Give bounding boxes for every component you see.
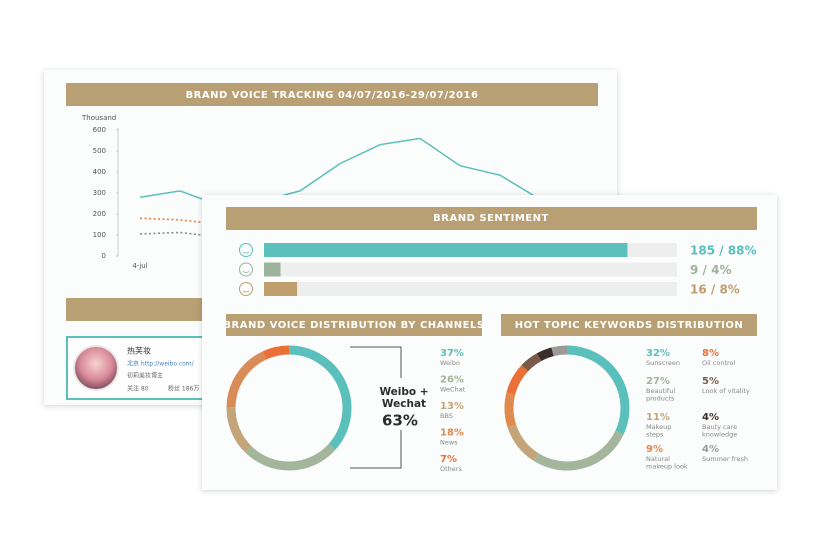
donut-segment [262, 345, 290, 360]
legend-name: WeChat [440, 386, 466, 394]
bar [264, 282, 298, 296]
panel [202, 195, 777, 490]
sentiment-title: BRAND SENTIMENT [433, 213, 549, 224]
donut-segment [566, 345, 630, 435]
legend-value: 7% [440, 454, 457, 465]
unit-label: Thousand [81, 114, 116, 122]
legend-value: 18% [440, 428, 464, 439]
y-tick-label: 100 [93, 231, 106, 239]
y-tick-label: 600 [93, 126, 106, 134]
keywords-title: HOT TOPIC KEYWORDS DISTRIBUTION [515, 320, 744, 331]
donut-segment [288, 345, 352, 450]
bar [264, 243, 628, 257]
legend-value: 37% [440, 348, 464, 359]
center-value: 63% [382, 412, 418, 430]
bar-label: 16 / 8% [690, 283, 740, 297]
donut-segment [521, 353, 542, 372]
legend-name: Oil control [702, 359, 736, 367]
header-bar [66, 83, 598, 106]
legend-value: 26% [440, 375, 464, 386]
sentiment-icon [239, 262, 253, 277]
sentiment-face [242, 271, 250, 273]
donut-segment [533, 430, 624, 471]
legend-value: 9% [646, 444, 663, 455]
front-panel: BRAND SENTIMENT BRAND VOICE DISTRIBUTION… [202, 195, 777, 490]
legend-name: Weibo [440, 359, 460, 367]
y-tick-label: 0 [102, 252, 106, 260]
tracking-title: BRAND VOICE TRACKING 04/07/2016-29/07/20… [186, 90, 479, 101]
legend-name: Natural [646, 455, 670, 463]
legend-name: Bauty care [702, 423, 737, 431]
donut-segment [226, 406, 252, 453]
legend-value: 4% [702, 444, 719, 455]
center-line: Wechat [382, 398, 426, 410]
legend-value: 8% [702, 348, 719, 359]
legend-value: 4% [702, 412, 719, 423]
donut-segment [245, 443, 336, 471]
legend-name: Look of vitality [702, 387, 750, 395]
center-bg [378, 378, 424, 430]
legend-value: 27% [646, 376, 670, 387]
header-bar [226, 314, 482, 336]
sentiment-icon [239, 243, 253, 257]
donut-segment [506, 365, 529, 395]
header-bar [501, 314, 757, 336]
donut-segment [226, 351, 267, 408]
bar-label: 185 / 88% [690, 244, 757, 258]
donut-segment [504, 392, 517, 428]
legend-name: makeup look [646, 463, 688, 471]
legend-value: 11% [646, 412, 670, 423]
profile-name: 热芙妆 [127, 346, 151, 356]
bar [264, 262, 281, 277]
legend-name: Summer fresh [702, 455, 748, 463]
donut-segment [551, 345, 568, 357]
legend-name: Others [440, 465, 462, 473]
y-tick-label: 200 [93, 210, 106, 218]
legend-name: News [440, 439, 458, 447]
sentiment-face [242, 251, 250, 254]
legend-value: 5% [702, 376, 719, 387]
legend-name: Sunscreen [646, 359, 680, 367]
legend-name: knowledge [702, 431, 737, 439]
legend-value: 13% [440, 401, 464, 412]
profile-bio: 初莉美妆博主 [127, 372, 163, 380]
y-tick-label: 400 [93, 168, 106, 176]
bar-label: 9 / 4% [690, 263, 731, 277]
center-line: Weibo + [379, 386, 428, 398]
profile-fans: 粉丝 186万 [168, 385, 199, 393]
profile-location: 北京 http://weibo.com/ [127, 360, 195, 368]
legend-name: BBS [440, 412, 453, 420]
sentiment-icon [239, 282, 253, 296]
legend-name: Beautiful [646, 387, 675, 395]
legend-name: Makeup [646, 423, 671, 431]
sentiment-face [242, 290, 250, 293]
bar-track [264, 282, 677, 296]
y-tick-label: 500 [93, 147, 106, 155]
y-tick-label: 300 [93, 189, 106, 197]
channels-title: BRAND VOICE DISTRIBUTION BY CHANNELS [223, 320, 484, 331]
header-bar [226, 207, 757, 230]
donut-segment [507, 424, 539, 461]
profile-follow: 关注 80 [127, 385, 149, 393]
bar-track [264, 262, 677, 277]
x-tick-label: 4-jul [132, 262, 147, 270]
legend-name: steps [646, 431, 664, 439]
avatar [73, 345, 119, 391]
donut-segment [536, 347, 554, 362]
legend-value: 32% [646, 348, 670, 359]
legend-name: products [646, 395, 675, 403]
